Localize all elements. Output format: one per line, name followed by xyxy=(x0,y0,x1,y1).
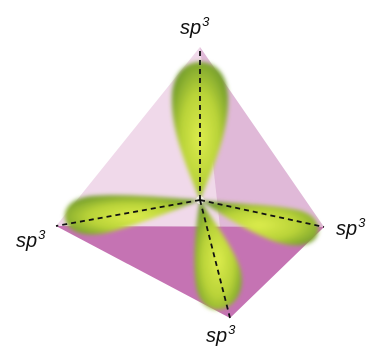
label-left-base: sp xyxy=(16,230,38,252)
axis-right xyxy=(199,199,325,228)
label-right: sp3 xyxy=(336,216,365,240)
label-right-base: sp xyxy=(336,218,358,240)
label-top-exp: 3 xyxy=(202,14,210,29)
label-left-exp: 3 xyxy=(38,227,46,242)
bottom-face xyxy=(56,226,324,318)
label-bottom: sp3 xyxy=(206,323,235,347)
label-left: sp3 xyxy=(16,228,45,252)
lobe-top xyxy=(171,62,229,200)
label-bottom-exp: 3 xyxy=(228,322,236,337)
label-bottom-base: sp xyxy=(206,325,228,347)
label-right-exp: 3 xyxy=(358,215,366,230)
lobe-right xyxy=(200,200,319,246)
axis-left xyxy=(55,199,201,227)
axis-bottom xyxy=(199,199,231,319)
label-top-base: sp xyxy=(180,17,202,39)
label-top: sp3 xyxy=(180,15,209,39)
lobe-left xyxy=(64,195,200,235)
